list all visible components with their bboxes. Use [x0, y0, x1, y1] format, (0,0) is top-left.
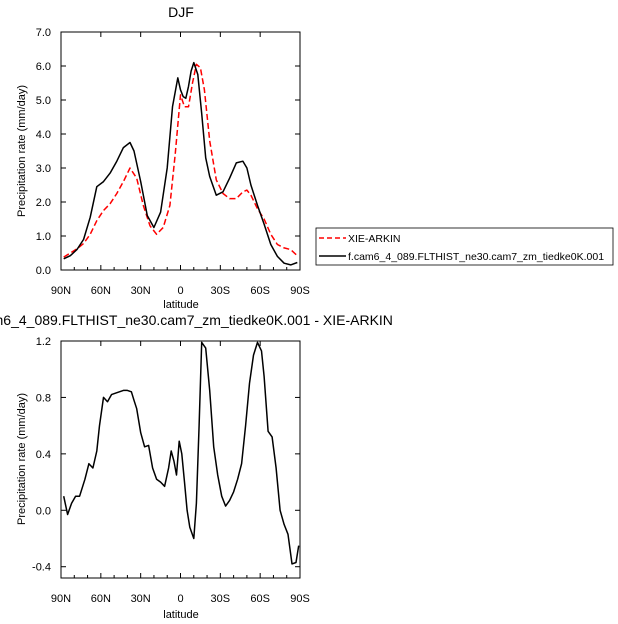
y-tick-label: 2.0: [36, 197, 51, 209]
x-tick-label: 30N: [131, 285, 151, 297]
bottom-panel-ticks: 90N 60N 30N 0 30S 60S 90S -0.4 0.0 0.4 0.8 1.2: [32, 336, 310, 605]
top-panel-xlabel: latitude: [163, 299, 198, 311]
x-tick-label: 90S: [290, 593, 310, 605]
bottom-panel-lines: [62, 341, 300, 565]
bottom-panel-xlabel: latitude: [163, 609, 198, 621]
x-tick-label: 60S: [250, 285, 270, 297]
legend-box: [315, 227, 614, 266]
y-tick-label: 3.0: [36, 163, 51, 175]
y-tick-label: 0.8: [36, 392, 51, 404]
x-tick-label: 30S: [211, 593, 231, 605]
y-tick-label: 6.0: [36, 61, 51, 73]
top-panel-frame: [60, 31, 301, 271]
legend: XIE-ARKIN f.cam6_4_089.FLTHIST_ne30.cam7…: [315, 227, 614, 266]
legend-label-model: f.cam6_4_089.FLTHIST_ne30.cam7_zm_tiedke…: [348, 251, 604, 263]
x-tick-label: 0: [177, 593, 183, 605]
top-panel-ylabel: Precipitation rate (mm/day): [16, 85, 28, 217]
legend-label-xie-arkin: XIE-ARKIN: [348, 233, 401, 245]
top-panel-ticks: 90N 60N 30N 0 30S 60S 90S 0.0 1.0 2.0 3.0 4.0 5.0 6.0…: [36, 27, 310, 297]
y-tick-label: 0.0: [36, 265, 51, 277]
bottom-panel-frame: [60, 340, 301, 579]
y-tick-label: -0.4: [32, 562, 51, 574]
x-tick-label: 30N: [131, 593, 151, 605]
y-tick-label: 1.0: [36, 231, 51, 243]
x-tick-label: 60S: [250, 593, 270, 605]
y-tick-label: 0.0: [36, 505, 51, 517]
y-tick-label: 4.0: [36, 129, 51, 141]
y-tick-label: 1.2: [36, 336, 51, 348]
bottom-panel-title: f.cam6_4_089.FLTHIST_ne30.cam7_zm_tiedke…: [0, 312, 393, 328]
x-tick-label: 0: [177, 285, 183, 297]
x-tick-label: 90S: [290, 285, 310, 297]
x-tick-label: 90N: [51, 593, 71, 605]
y-tick-label: 0.4: [36, 449, 51, 461]
x-tick-label: 30S: [211, 285, 231, 297]
x-tick-label: 60N: [91, 285, 111, 297]
top-panel-lines: [63, 61, 298, 266]
series-line-difference: [62, 341, 300, 565]
x-tick-label: 90N: [51, 285, 71, 297]
top-panel-title: DJF: [168, 4, 194, 20]
bottom-panel: f.cam6_4_089.FLTHIST_ne30.cam7_zm_tiedke…: [0, 312, 393, 621]
x-tick-label: 60N: [91, 593, 111, 605]
series-line-xie-arkin: [63, 63, 298, 258]
bottom-panel-ylabel: Precipitation rate (mm/day): [16, 393, 28, 525]
y-tick-label: 7.0: [36, 27, 51, 39]
series-line-f-cam6-4-089-flthist-ne30-cam7-zm-tiedke0k-001: [63, 61, 298, 266]
top-panel: DJF 90N 60N 30N 0 30S 60S 90S 0.0 1.0 2.0 3.0 4.0 5.…: [16, 4, 310, 311]
y-tick-label: 5.0: [36, 95, 51, 107]
